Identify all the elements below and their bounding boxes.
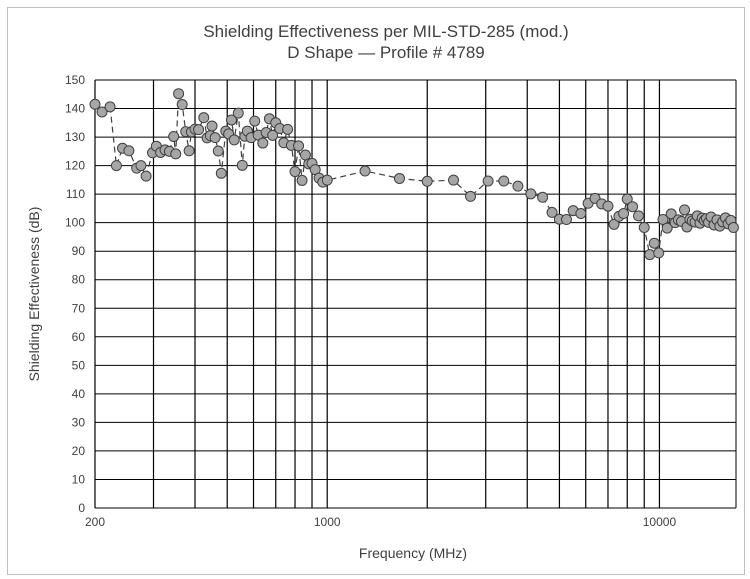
y-tick-label: 40 [72, 387, 86, 401]
data-point [546, 206, 558, 218]
data-point [176, 99, 188, 111]
data-point [209, 132, 221, 144]
data-point [321, 174, 333, 186]
data-point [289, 166, 301, 178]
data-point [393, 172, 405, 184]
data-point [608, 218, 620, 230]
y-tick-label: 100 [65, 216, 85, 230]
y-tick-label: 50 [72, 358, 86, 372]
data-point [232, 107, 244, 119]
data-point [498, 175, 510, 187]
x-tick-label: 10000 [643, 515, 677, 529]
data-point [225, 114, 237, 126]
data-point [249, 115, 261, 127]
y-tick-label: 30 [72, 415, 86, 429]
point-layer [89, 88, 739, 261]
data-point [465, 190, 477, 202]
data-point [618, 208, 630, 220]
data-point [633, 210, 645, 222]
data-point [228, 134, 240, 146]
chart-title: Shielding Effectiveness per MIL-STD-285 … [203, 22, 568, 41]
data-point [525, 188, 537, 200]
data-point [104, 101, 116, 113]
data-point [537, 191, 549, 203]
data-point [193, 124, 205, 136]
data-point [627, 201, 639, 213]
y-tick-label: 90 [72, 244, 86, 258]
chart-area: Shielding Effectiveness per MIL-STD-285 … [7, 7, 745, 575]
data-point [293, 140, 305, 152]
y-tick-label: 60 [72, 330, 86, 344]
data-point [296, 174, 308, 186]
data-point [170, 148, 182, 160]
data-point [512, 180, 524, 192]
data-point [661, 222, 673, 234]
data-point [482, 175, 494, 187]
y-tick-label: 140 [65, 102, 85, 116]
data-point [123, 145, 135, 157]
chart-canvas: Shielding Effectiveness per MIL-STD-285 … [26, 22, 739, 561]
y-tick-label: 0 [78, 501, 85, 515]
data-point [267, 129, 279, 141]
data-point [575, 208, 587, 220]
data-point [602, 200, 614, 212]
grid-layer [94, 79, 737, 509]
y-tick-label: 10 [72, 472, 86, 486]
axis-layer: 0 10 20 30 40 50 60 70 80 90 100 110 120 130 140 150 200… [65, 73, 676, 529]
y-tick-label: 20 [72, 444, 86, 458]
series-line [94, 93, 734, 257]
y-tick-label: 130 [65, 130, 85, 144]
data-point [212, 145, 224, 157]
x-axis-label: Frequency (MHz) [359, 545, 467, 561]
data-point [135, 160, 147, 172]
data-point [648, 237, 660, 249]
y-tick-label: 150 [65, 73, 85, 87]
data-point [282, 123, 294, 135]
x-tick-label: 200 [85, 515, 105, 529]
chart-subtitle: D Shape — Profile # 4789 [287, 43, 485, 62]
data-point [96, 106, 108, 118]
data-point [621, 193, 633, 205]
y-tick-label: 110 [66, 187, 85, 201]
data-point [638, 222, 650, 234]
data-point [89, 98, 101, 110]
data-point [173, 88, 185, 100]
data-point [448, 174, 460, 186]
data-point [198, 112, 210, 124]
data-point [560, 214, 572, 226]
data-point [215, 167, 227, 179]
y-tick-label: 80 [72, 273, 86, 287]
data-point [679, 204, 691, 216]
data-point [644, 249, 656, 261]
data-point [110, 160, 122, 172]
data-point [168, 130, 180, 142]
data-point [236, 159, 248, 171]
data-point [206, 120, 218, 132]
y-axis-label: Shielding Effectiveness (dB) [26, 207, 42, 382]
data-point [727, 222, 739, 234]
data-point [183, 145, 195, 157]
data-point [421, 175, 433, 187]
data-point [257, 137, 269, 149]
data-point [359, 165, 371, 177]
y-tick-label: 70 [72, 301, 86, 315]
data-point [665, 208, 677, 220]
data-point [140, 170, 152, 182]
data-point [653, 247, 665, 259]
x-tick-label: 1000 [314, 515, 341, 529]
y-tick-label: 120 [65, 159, 85, 173]
